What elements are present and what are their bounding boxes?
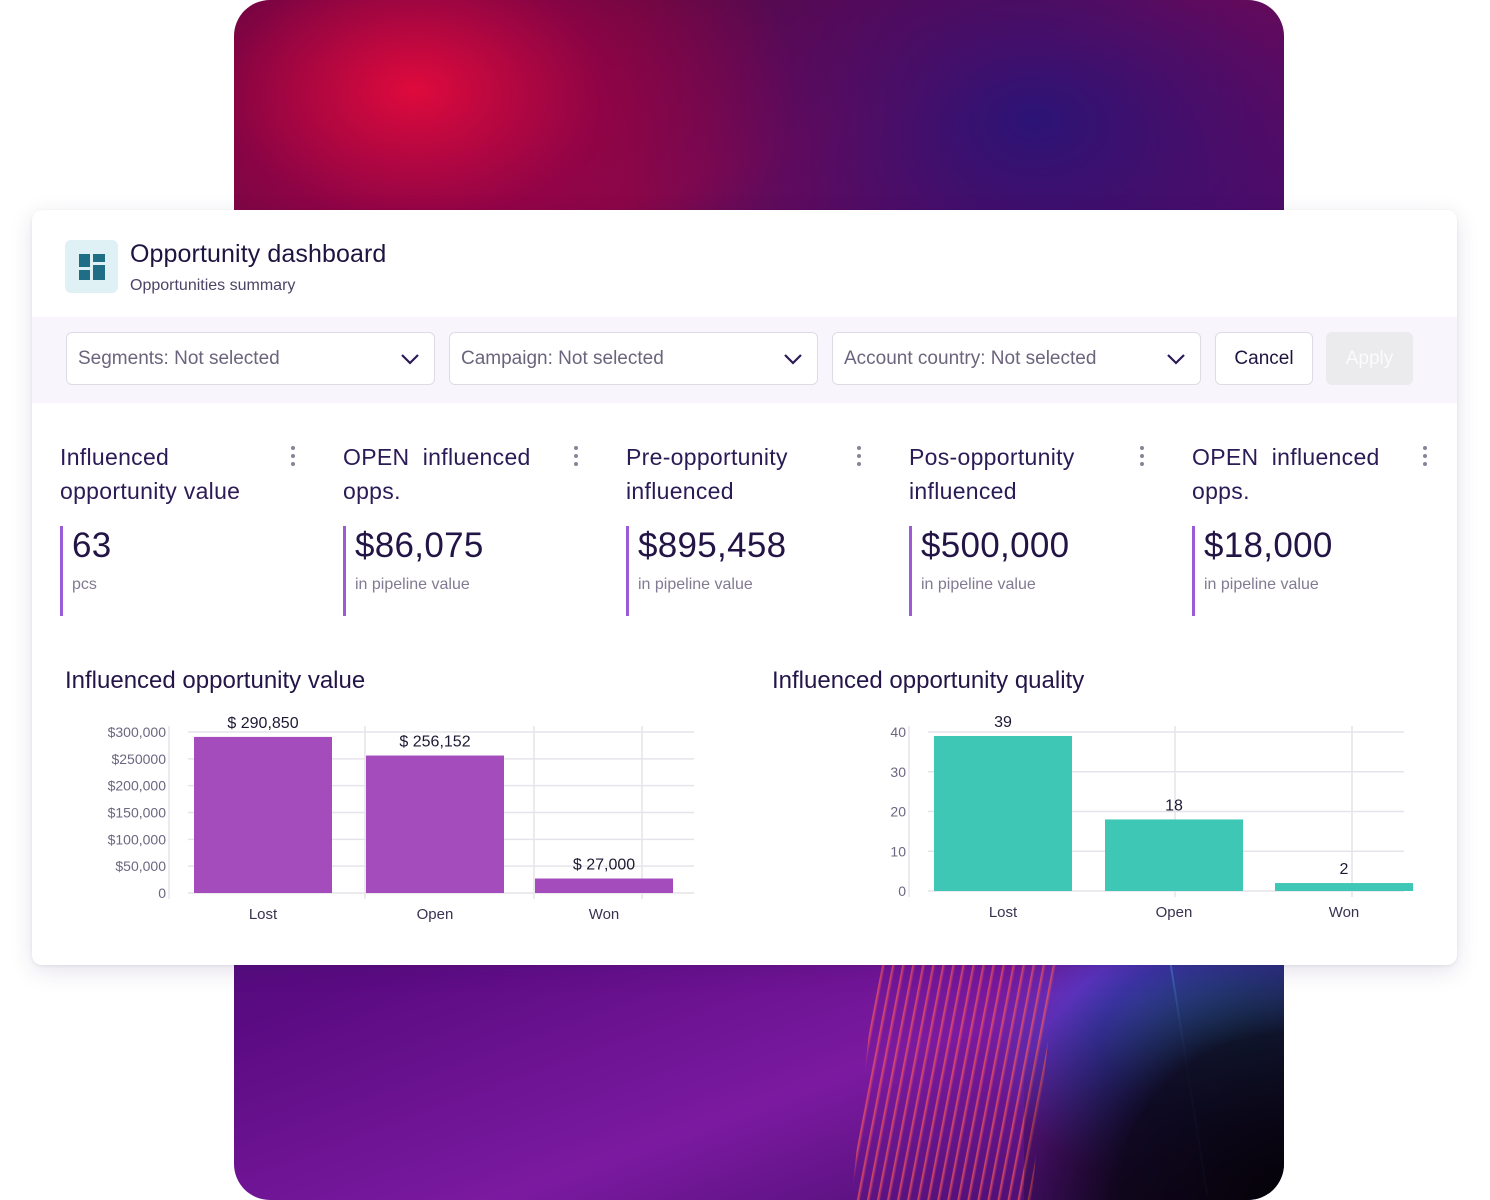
- filter-bar: Segments: Not selected Campaign: Not sel…: [32, 317, 1457, 403]
- kpi-body: $895,458 in pipeline value: [626, 526, 826, 616]
- cancel-button[interactable]: Cancel: [1215, 332, 1313, 385]
- kpi-title: Influenced opportunity value: [60, 444, 241, 504]
- data-label: 39: [994, 714, 1012, 731]
- y-tick-label: $250000: [111, 751, 166, 767]
- data-label: $ 27,000: [573, 857, 635, 874]
- y-tick-label: $300,000: [108, 724, 167, 740]
- dashboard-card: Opportunity dashboard Opportunities summ…: [32, 210, 1457, 965]
- kpi-body: $86,075 in pipeline value: [343, 526, 543, 616]
- kpi-title: OPEN influenced opps.: [343, 444, 538, 504]
- account-country-select-label: Account country: Not selected: [844, 347, 1097, 369]
- campaign-select-label: Campaign: Not selected: [461, 347, 664, 369]
- bar: [1105, 819, 1243, 891]
- apply-button[interactable]: Apply: [1326, 332, 1413, 385]
- kpi-value: $500,000: [921, 526, 1070, 565]
- kpi-card: OPEN influenced opps. $18,000 in pipelin…: [1192, 440, 1432, 616]
- data-label: $ 290,850: [227, 715, 298, 732]
- y-tick-label: 20: [890, 804, 906, 820]
- page-title: Opportunity dashboard: [130, 240, 387, 268]
- more-options-icon[interactable]: [569, 444, 583, 468]
- kpi-value: $18,000: [1204, 526, 1333, 565]
- dark-corner: [1024, 940, 1284, 1200]
- kpi-value: $895,458: [638, 526, 787, 565]
- data-label: 18: [1165, 797, 1183, 814]
- kpi-value: 63: [72, 526, 112, 565]
- x-tick-label: Open: [1156, 904, 1193, 921]
- dashboard-icon: [65, 240, 118, 293]
- x-tick-label: Won: [589, 906, 620, 923]
- segments-select-label: Segments: Not selected: [78, 347, 280, 369]
- kpi-body: $500,000 in pipeline value: [909, 526, 1109, 616]
- x-tick-label: Open: [417, 906, 454, 923]
- bar: [366, 755, 504, 893]
- bar: [934, 735, 1072, 891]
- kpi-body: $18,000 in pipeline value: [1192, 526, 1392, 616]
- kpi-unit: in pipeline value: [355, 576, 470, 593]
- bar: [535, 878, 673, 893]
- dashboard-header: Opportunity dashboard Opportunities summ…: [65, 240, 386, 295]
- bar: [194, 736, 332, 893]
- more-options-icon[interactable]: [1135, 444, 1149, 468]
- campaign-select[interactable]: Campaign: Not selected: [449, 332, 818, 385]
- chevron-down-icon: [784, 353, 802, 365]
- y-tick-label: $100,000: [108, 831, 167, 847]
- y-tick-label: $50,000: [115, 858, 166, 874]
- value-bar-chart: 0 $50,000 $100,000 $150,000 $200,000 $250000 $…: [108, 715, 694, 923]
- y-tick-label: 30: [890, 764, 906, 780]
- kpi-card: OPEN influenced opps. $86,075 in pipelin…: [343, 440, 583, 616]
- more-options-icon[interactable]: [286, 444, 300, 468]
- bar: [1275, 883, 1413, 891]
- more-options-icon[interactable]: [1418, 444, 1432, 468]
- y-tick-label: 10: [890, 843, 906, 859]
- kpi-unit: in pipeline value: [1204, 576, 1319, 593]
- x-tick-label: Lost: [989, 904, 1018, 921]
- kpi-body: 63 pcs: [60, 526, 260, 616]
- y-tick-label: 40: [890, 724, 906, 740]
- account-country-select[interactable]: Account country: Not selected: [832, 332, 1201, 385]
- y-tick-label: $150,000: [108, 805, 167, 821]
- kpi-card: Pre-opportunity influenced $895,458 in p…: [626, 440, 866, 616]
- kpi-card: Pos-opportunity influenced $500,000 in p…: [909, 440, 1149, 616]
- data-label: $ 256,152: [399, 734, 470, 751]
- y-tick-label: 0: [158, 885, 166, 901]
- kpi-value: $86,075: [355, 526, 484, 565]
- kpi-unit: in pipeline value: [921, 576, 1036, 593]
- chevron-down-icon: [1167, 353, 1185, 365]
- more-options-icon[interactable]: [852, 444, 866, 468]
- y-tick-label: $200,000: [108, 778, 167, 794]
- x-tick-label: Lost: [249, 906, 278, 923]
- segments-select[interactable]: Segments: Not selected: [66, 332, 435, 385]
- value-chart-title: Influenced opportunity value: [65, 667, 366, 694]
- y-tick-label: 0: [898, 883, 906, 899]
- kpi-card: Influenced opportunity value 63 pcs: [60, 440, 300, 616]
- quality-chart-title: Influenced opportunity quality: [772, 667, 1085, 694]
- kpi-unit: pcs: [72, 576, 97, 593]
- kpi-title: Pos-opportunity influenced: [909, 444, 1075, 504]
- data-label: 2: [1340, 861, 1349, 878]
- kpi-title: OPEN influenced opps.: [1192, 444, 1387, 504]
- kpi-unit: in pipeline value: [638, 576, 753, 593]
- x-tick-label: Won: [1329, 904, 1360, 921]
- quality-bar-chart: 0 10 20 30 40 39 Lost 18 Open 2 Won: [890, 714, 1413, 921]
- page-subtitle: Opportunities summary: [130, 277, 296, 294]
- kpi-title: Pre-opportunity influenced: [626, 444, 788, 504]
- chevron-down-icon: [401, 353, 419, 365]
